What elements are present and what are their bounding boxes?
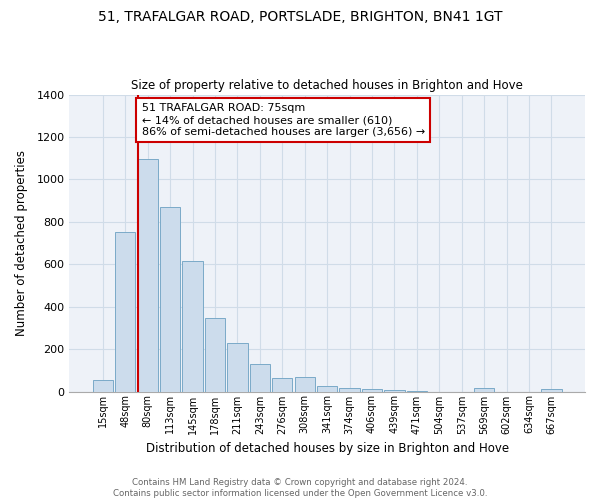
Text: Contains HM Land Registry data © Crown copyright and database right 2024.
Contai: Contains HM Land Registry data © Crown c… — [113, 478, 487, 498]
Text: 51, TRAFALGAR ROAD, PORTSLADE, BRIGHTON, BN41 1GT: 51, TRAFALGAR ROAD, PORTSLADE, BRIGHTON,… — [98, 10, 502, 24]
X-axis label: Distribution of detached houses by size in Brighton and Hove: Distribution of detached houses by size … — [146, 442, 509, 455]
Bar — [295, 376, 315, 392]
Bar — [205, 318, 225, 392]
Bar — [362, 390, 382, 392]
Bar — [474, 388, 494, 392]
Bar — [93, 380, 113, 392]
Bar — [340, 388, 359, 392]
Bar — [250, 364, 270, 392]
Bar — [115, 232, 136, 392]
Bar — [541, 390, 562, 392]
Text: 51 TRAFALGAR ROAD: 75sqm
← 14% of detached houses are smaller (610)
86% of semi-: 51 TRAFALGAR ROAD: 75sqm ← 14% of detach… — [142, 104, 425, 136]
Bar — [182, 261, 203, 392]
Title: Size of property relative to detached houses in Brighton and Hove: Size of property relative to detached ho… — [131, 79, 523, 92]
Bar — [160, 207, 180, 392]
Bar — [227, 343, 248, 392]
Y-axis label: Number of detached properties: Number of detached properties — [15, 150, 28, 336]
Bar — [137, 160, 158, 392]
Bar — [317, 386, 337, 392]
Bar — [385, 390, 404, 392]
Bar — [272, 378, 292, 392]
